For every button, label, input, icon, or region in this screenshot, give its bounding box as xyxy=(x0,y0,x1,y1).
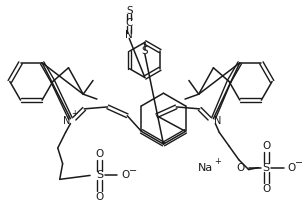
Text: S: S xyxy=(126,6,133,16)
Text: S: S xyxy=(96,170,103,180)
Text: O: O xyxy=(96,192,104,202)
Text: +: + xyxy=(71,109,78,118)
Text: −: − xyxy=(295,158,302,168)
Text: S: S xyxy=(263,163,270,173)
Text: O: O xyxy=(121,170,130,180)
Text: N: N xyxy=(125,30,133,40)
Text: Na: Na xyxy=(198,163,213,173)
Text: O: O xyxy=(96,149,104,159)
Text: O: O xyxy=(262,184,270,194)
Text: O: O xyxy=(288,163,296,173)
Text: −: − xyxy=(129,165,137,175)
Text: N: N xyxy=(63,116,70,126)
Text: O: O xyxy=(262,141,270,151)
Text: S: S xyxy=(142,46,148,56)
Text: N: N xyxy=(214,116,221,126)
Text: C: C xyxy=(126,18,133,28)
Text: +: + xyxy=(214,157,221,166)
Text: O: O xyxy=(237,163,245,173)
